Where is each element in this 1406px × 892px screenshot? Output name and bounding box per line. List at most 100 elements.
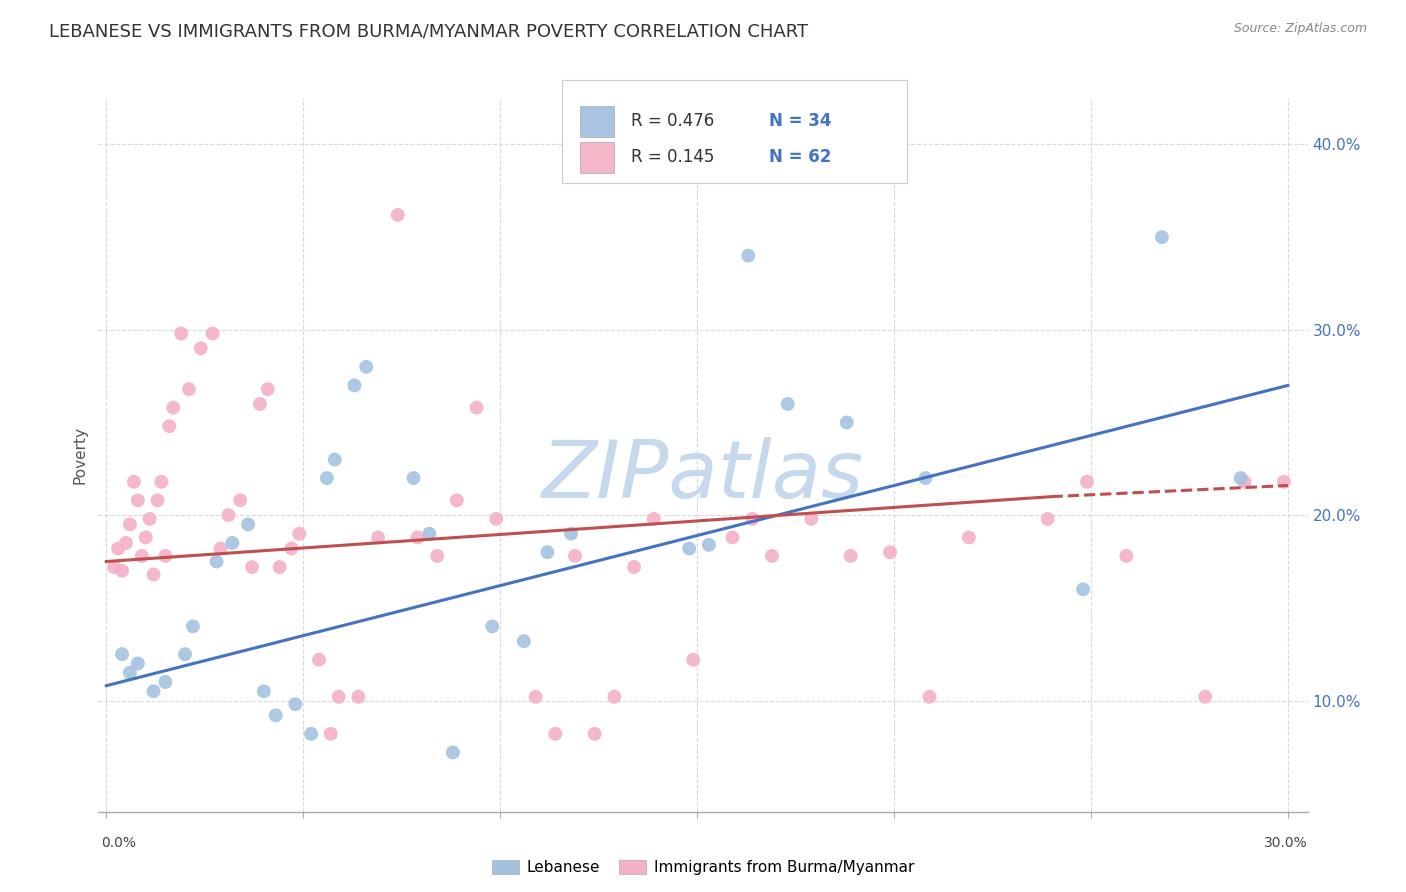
Y-axis label: Poverty: Poverty (72, 425, 87, 484)
Point (170, 326, 193, 341)
Point (221, 536, 243, 550)
Point (623, 560, 645, 574)
Point (737, 249, 759, 263)
Point (209, 541, 232, 556)
Point (315, 471, 337, 485)
Point (142, 684, 165, 698)
Point (319, 727, 342, 741)
Legend: Lebanese, Immigrants from Burma/Myanmar: Lebanese, Immigrants from Burma/Myanmar (484, 852, 922, 882)
Point (485, 512, 508, 526)
Text: R = 0.145: R = 0.145 (631, 148, 714, 166)
Point (560, 526, 582, 541)
Point (150, 475, 173, 489)
Point (253, 684, 276, 698)
Point (776, 397, 799, 411)
Point (111, 564, 134, 578)
Point (643, 512, 665, 526)
Point (138, 512, 160, 526)
Text: Source: ZipAtlas.com: Source: ZipAtlas.com (1233, 22, 1367, 36)
Point (446, 493, 468, 508)
Point (879, 545, 901, 559)
Point (835, 416, 858, 430)
Text: N = 62: N = 62 (769, 148, 831, 166)
Point (256, 382, 278, 396)
Point (1233, 475, 1256, 489)
Point (347, 690, 370, 704)
Point (118, 517, 141, 532)
Point (1071, 582, 1094, 597)
Text: LEBANESE VS IMMIGRANTS FROM BURMA/MYANMAR POVERTY CORRELATION CHART: LEBANESE VS IMMIGRANTS FROM BURMA/MYANMA… (49, 22, 808, 40)
Point (103, 560, 125, 574)
Point (269, 560, 291, 574)
Point (741, 512, 763, 526)
Point (1272, 475, 1295, 489)
Point (162, 401, 184, 415)
Point (1115, 549, 1137, 563)
Point (406, 530, 429, 544)
Point (839, 549, 862, 563)
Point (229, 493, 252, 508)
Point (157, 419, 180, 434)
Text: 30.0%: 30.0% (1264, 836, 1308, 850)
Point (264, 708, 287, 723)
Point (513, 634, 536, 648)
Point (918, 690, 941, 704)
Point (174, 647, 197, 661)
Point (177, 382, 200, 396)
Point (441, 746, 464, 760)
Text: N = 34: N = 34 (769, 112, 831, 130)
Point (308, 653, 330, 667)
Point (544, 727, 567, 741)
FancyBboxPatch shape (579, 142, 614, 173)
Point (367, 530, 389, 544)
Text: ZIPatlas: ZIPatlas (541, 437, 865, 516)
Point (524, 690, 547, 704)
Point (155, 675, 177, 690)
Point (1036, 512, 1059, 526)
Point (142, 567, 165, 582)
Point (957, 530, 980, 544)
Point (280, 541, 302, 556)
Point (1150, 230, 1173, 244)
Point (284, 697, 307, 711)
Point (402, 471, 425, 485)
Point (914, 471, 936, 485)
FancyBboxPatch shape (579, 106, 614, 136)
Point (721, 530, 744, 544)
Point (426, 549, 449, 563)
Point (118, 665, 141, 680)
Point (190, 342, 212, 356)
Point (288, 526, 311, 541)
Point (146, 493, 169, 508)
Point (603, 690, 626, 704)
Point (127, 657, 149, 671)
Point (1076, 475, 1098, 489)
Point (217, 508, 239, 523)
Point (481, 619, 503, 633)
Point (343, 378, 366, 392)
Point (135, 530, 157, 544)
Point (387, 208, 409, 222)
Point (761, 549, 783, 563)
Point (536, 545, 558, 559)
Point (418, 526, 440, 541)
Point (249, 397, 271, 411)
Point (1194, 690, 1216, 704)
Point (201, 326, 224, 341)
Point (122, 475, 145, 489)
Point (465, 401, 488, 415)
Point (1229, 471, 1251, 485)
Point (107, 541, 129, 556)
Point (131, 549, 153, 563)
Point (155, 549, 177, 563)
Point (115, 536, 138, 550)
Point (111, 647, 134, 661)
Point (328, 690, 350, 704)
Point (354, 359, 377, 374)
Point (240, 560, 263, 574)
Point (181, 619, 204, 633)
Point (678, 541, 700, 556)
Text: R = 0.476: R = 0.476 (631, 112, 714, 130)
Text: 0.0%: 0.0% (101, 836, 136, 850)
Point (323, 452, 346, 467)
